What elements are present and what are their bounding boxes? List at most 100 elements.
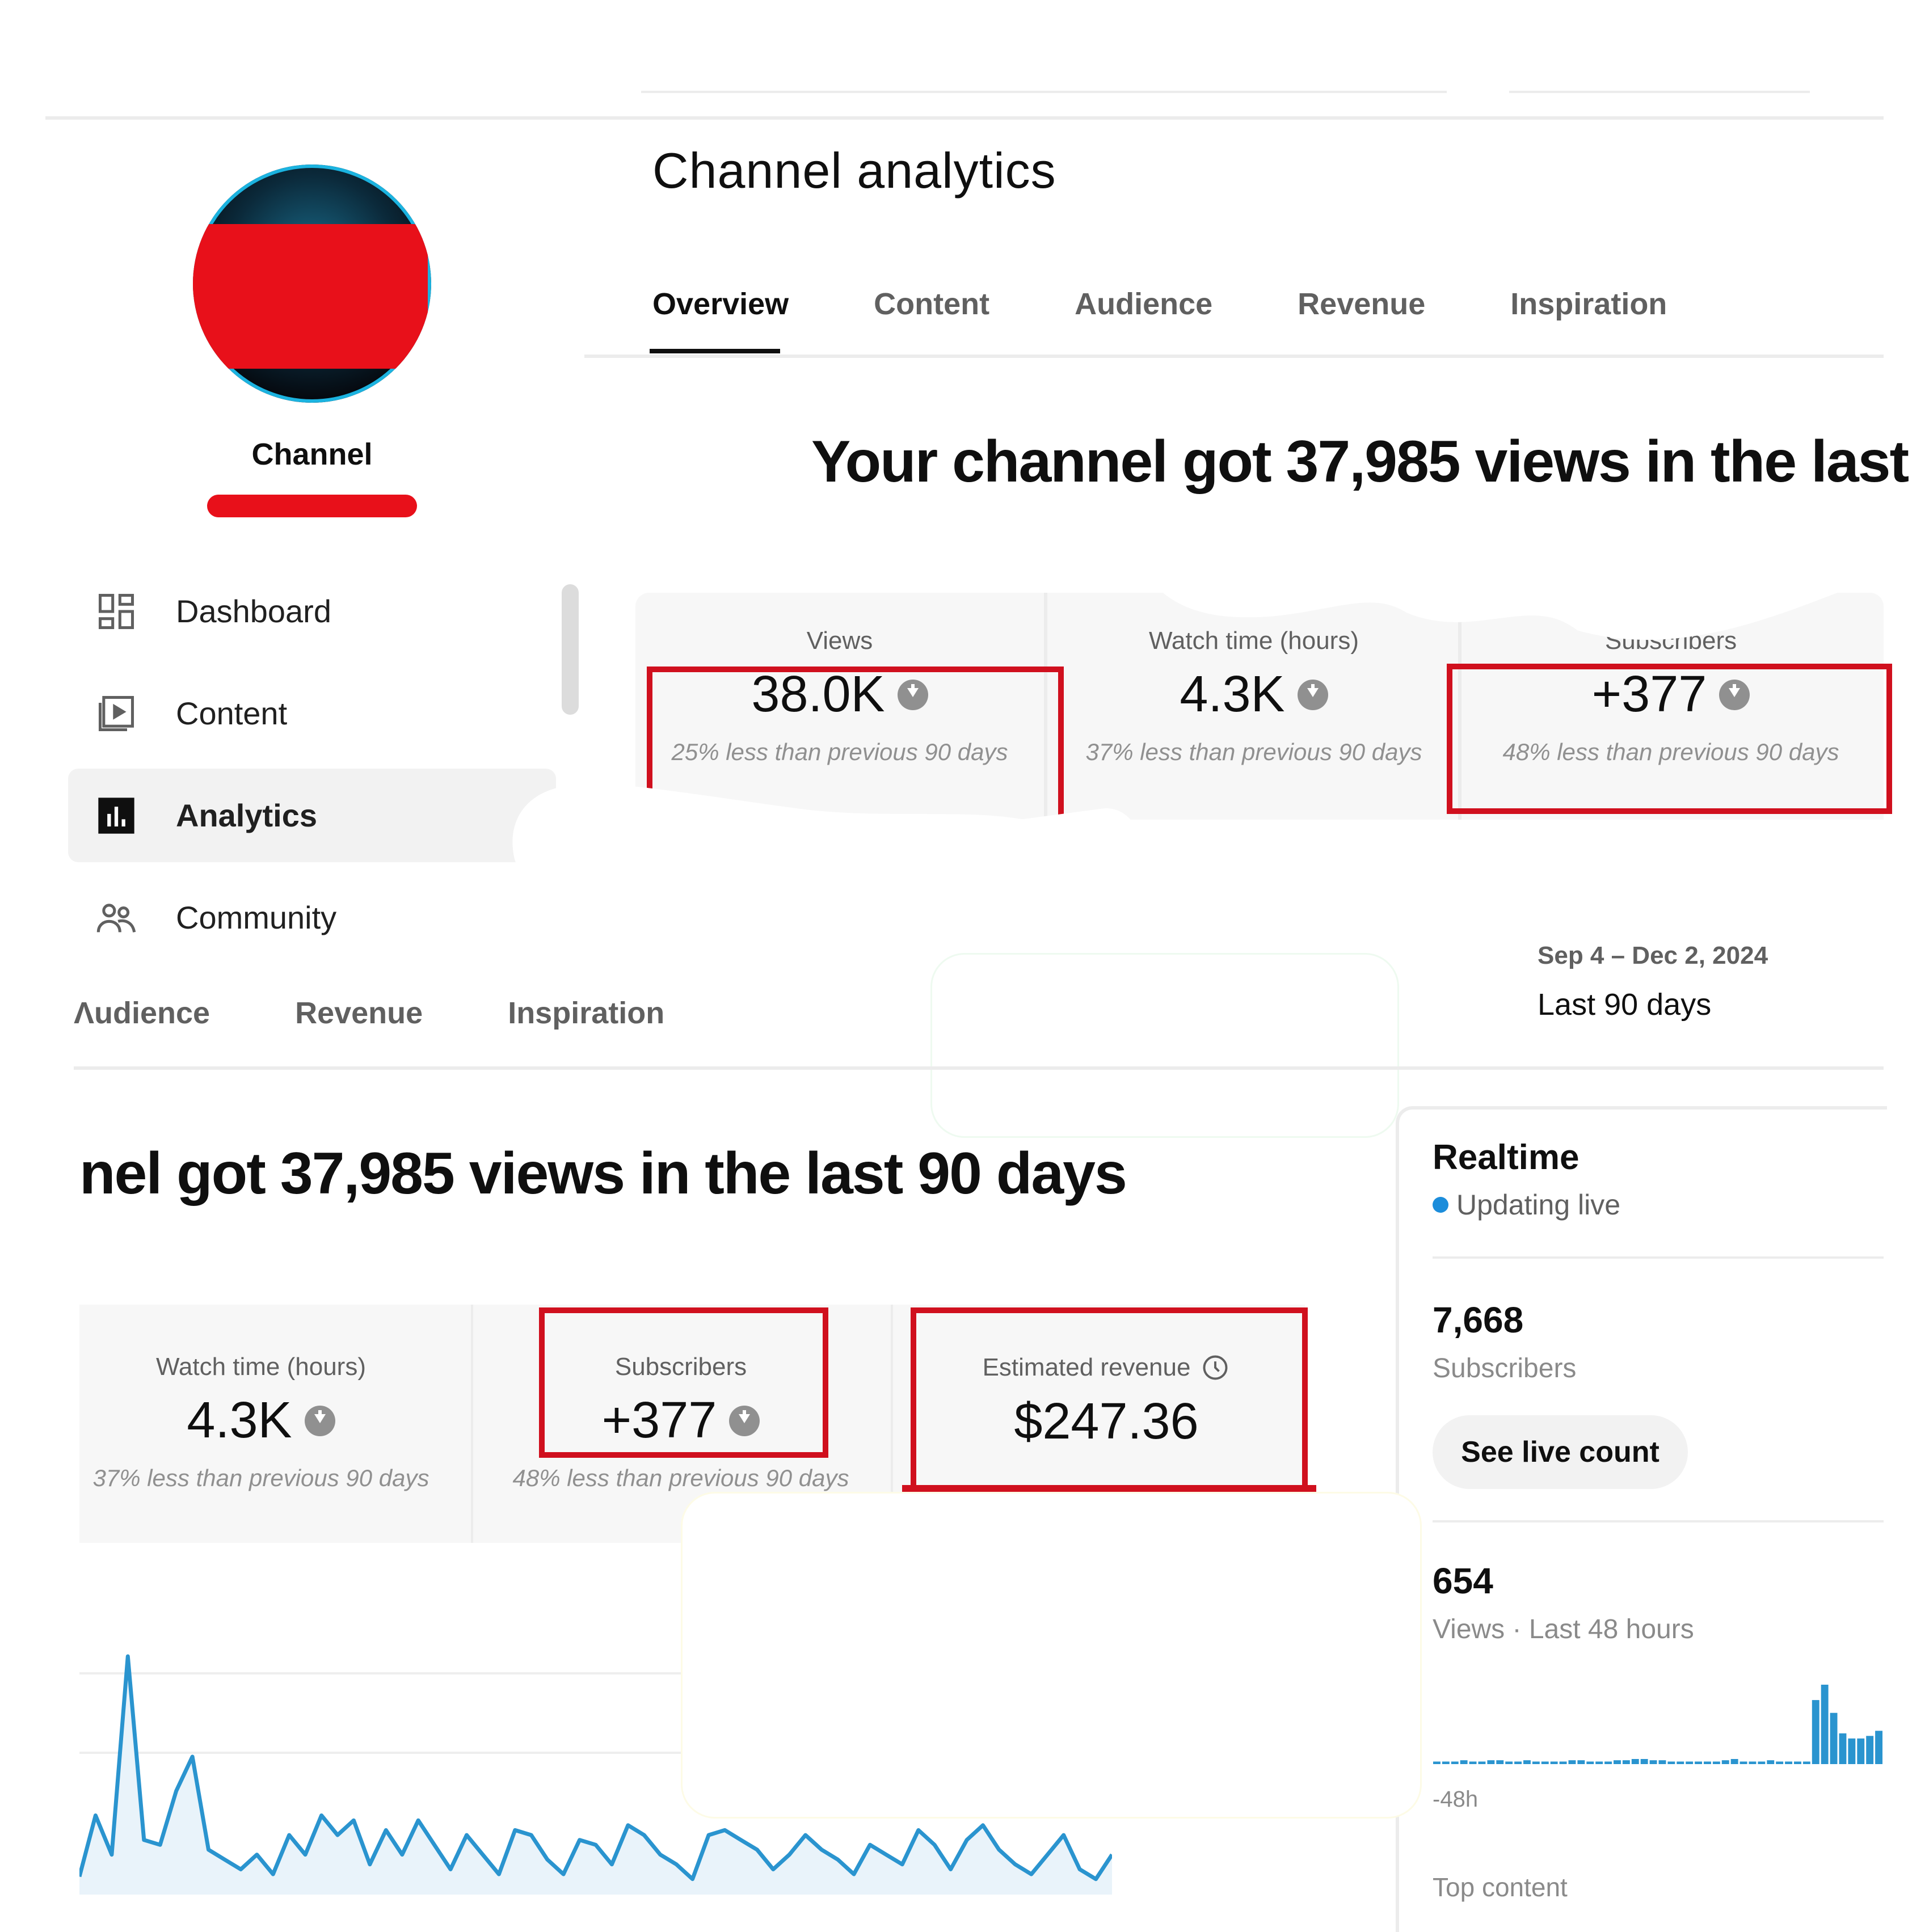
tab-inspiration[interactable]: Inspiration bbox=[1510, 287, 1667, 321]
tab-overview[interactable]: Overview bbox=[652, 287, 789, 321]
realtime-bar bbox=[1451, 1761, 1459, 1764]
metric-label: Watch time (hours) bbox=[155, 1353, 366, 1381]
metric-comparison: 48% less than previous 90 days bbox=[1502, 739, 1839, 765]
views-series-line bbox=[79, 1654, 1112, 1882]
realtime-bar bbox=[1794, 1761, 1801, 1764]
realtime-bar bbox=[1614, 1760, 1621, 1764]
realtime-bar bbox=[1532, 1761, 1540, 1764]
down-arrow-icon bbox=[897, 679, 928, 710]
realtime-bar bbox=[1785, 1761, 1792, 1764]
realtime-bar bbox=[1658, 1760, 1666, 1764]
realtime-subscribers-value: 7,668 bbox=[1433, 1300, 1524, 1340]
realtime-bar bbox=[1875, 1731, 1882, 1764]
realtime-bar bbox=[1649, 1760, 1657, 1764]
top-rule-right bbox=[1509, 91, 1810, 93]
live-dot-icon bbox=[1433, 1197, 1448, 1213]
realtime-bar bbox=[1857, 1738, 1865, 1764]
realtime-bar bbox=[1848, 1738, 1856, 1764]
realtime-bar bbox=[1730, 1759, 1738, 1764]
metric-subscribers[interactable]: Subscribers +377 48% less than previous … bbox=[477, 1353, 885, 1492]
top-content-label: Top content bbox=[1433, 1872, 1568, 1902]
metric-comparison: 37% less than previous 90 days bbox=[1085, 739, 1422, 765]
realtime-bar bbox=[1721, 1760, 1729, 1764]
redaction-box bbox=[193, 224, 428, 369]
metric-watch-time[interactable]: Watch time (hours) 4.3K 37% less than pr… bbox=[1055, 627, 1452, 766]
dashboard-icon bbox=[94, 589, 139, 634]
realtime-bar bbox=[1433, 1761, 1441, 1764]
realtime-bar bbox=[1667, 1761, 1675, 1764]
realtime-bar bbox=[1586, 1761, 1594, 1764]
metric-watch-time[interactable]: Watch time (hours) 4.3K 37% less than pr… bbox=[79, 1353, 443, 1492]
tabs-divider bbox=[584, 355, 1884, 358]
realtime-bar bbox=[1460, 1760, 1468, 1764]
realtime-bar bbox=[1712, 1761, 1720, 1764]
realtime-bar bbox=[1812, 1700, 1820, 1764]
sidebar-item-community[interactable]: Community bbox=[68, 871, 556, 964]
realtime-bar bbox=[1577, 1760, 1585, 1764]
sidebar-scrollbar[interactable] bbox=[562, 584, 579, 715]
period-selector[interactable]: Last 90 days bbox=[1538, 988, 1712, 1022]
realtime-bar bbox=[1821, 1685, 1829, 1764]
realtime-status: Updating live bbox=[1433, 1188, 1620, 1221]
overview-headline: nel got 37,985 views in the last 90 days bbox=[79, 1141, 1127, 1207]
realtime-bar bbox=[1487, 1760, 1495, 1764]
realtime-bar bbox=[1704, 1761, 1711, 1764]
sidebar-item-analytics[interactable]: Analytics bbox=[68, 769, 556, 862]
tab-content[interactable]: Content bbox=[874, 287, 990, 321]
highlight-box-subscribers bbox=[539, 1307, 828, 1458]
date-range: Sep 4 – Dec 2, 2024 bbox=[1538, 942, 1768, 969]
tab-audience[interactable]: Audience bbox=[1075, 287, 1213, 321]
metric-value: 38.0K bbox=[751, 666, 885, 723]
sidebar-item-label: Community bbox=[176, 900, 337, 935]
sidebar-item-label: Dashboard bbox=[176, 593, 331, 629]
metric-views[interactable]: Views 38.0K 25% less than previous 90 da… bbox=[641, 627, 1038, 766]
realtime-status-label: Updating live bbox=[1456, 1189, 1621, 1221]
white-overlay bbox=[681, 1492, 1422, 1819]
tab-audience[interactable]: Ʌudience bbox=[74, 996, 210, 1030]
tab-inspiration[interactable]: Inspiration bbox=[508, 996, 665, 1030]
down-arrow-icon bbox=[1297, 679, 1328, 710]
realtime-bar bbox=[1505, 1761, 1513, 1764]
realtime-bar bbox=[1622, 1760, 1630, 1764]
realtime-bar bbox=[1802, 1761, 1810, 1764]
sidebar-item-content[interactable]: Content bbox=[68, 667, 556, 760]
views-line-chart bbox=[79, 1654, 1112, 1895]
realtime-bar bbox=[1740, 1761, 1747, 1764]
metric-comparison: 25% less than previous 90 days bbox=[671, 739, 1008, 765]
top-rule-left bbox=[641, 91, 1447, 93]
clock-icon bbox=[1203, 1355, 1228, 1380]
realtime-subscribers-label: Subscribers bbox=[1433, 1353, 1577, 1383]
analytics-icon bbox=[94, 793, 139, 838]
realtime-bar bbox=[1830, 1712, 1838, 1764]
down-arrow-icon bbox=[1719, 679, 1750, 710]
header-divider bbox=[45, 116, 1884, 120]
metric-value: $247.36 bbox=[1014, 1393, 1199, 1450]
sidebar-item-label: Content bbox=[176, 695, 288, 731]
sidebar-item-label: Analytics bbox=[176, 798, 317, 833]
realtime-bar bbox=[1776, 1761, 1784, 1764]
metric-revenue[interactable]: Estimated revenue $247.36 bbox=[908, 1353, 1305, 1451]
overview-headline: Your channel got 37,985 views in the las… bbox=[811, 429, 1909, 495]
realtime-bar-chart bbox=[1433, 1685, 1882, 1764]
realtime-title: Realtime bbox=[1433, 1138, 1580, 1177]
realtime-bar bbox=[1631, 1759, 1639, 1764]
metric-comparison: 37% less than previous 90 days bbox=[92, 1465, 429, 1491]
realtime-bar bbox=[1469, 1761, 1477, 1764]
redaction-bar bbox=[207, 495, 417, 517]
white-scribble-overlay bbox=[512, 499, 1858, 883]
see-live-count-button[interactable]: See live count bbox=[1433, 1415, 1688, 1489]
realtime-bar bbox=[1677, 1761, 1684, 1764]
metric-label: Subscribers bbox=[614, 1353, 747, 1381]
realtime-bar bbox=[1604, 1761, 1612, 1764]
tab-revenue[interactable]: Revenue bbox=[1298, 287, 1426, 321]
realtime-axis-label: -48h bbox=[1433, 1787, 1479, 1812]
sidebar-item-dashboard[interactable]: Dashboard bbox=[68, 564, 556, 658]
realtime-bar bbox=[1686, 1761, 1694, 1764]
realtime-views-value: 654 bbox=[1433, 1560, 1493, 1601]
tab-revenue[interactable]: Revenue bbox=[295, 996, 423, 1030]
highlight-underline bbox=[902, 1485, 1316, 1492]
channel-avatar[interactable] bbox=[193, 164, 431, 403]
analytics-tabs: Overview Content Audience Revenue Inspir… bbox=[652, 286, 1667, 322]
realtime-bar bbox=[1514, 1761, 1522, 1764]
realtime-bar bbox=[1559, 1761, 1567, 1764]
